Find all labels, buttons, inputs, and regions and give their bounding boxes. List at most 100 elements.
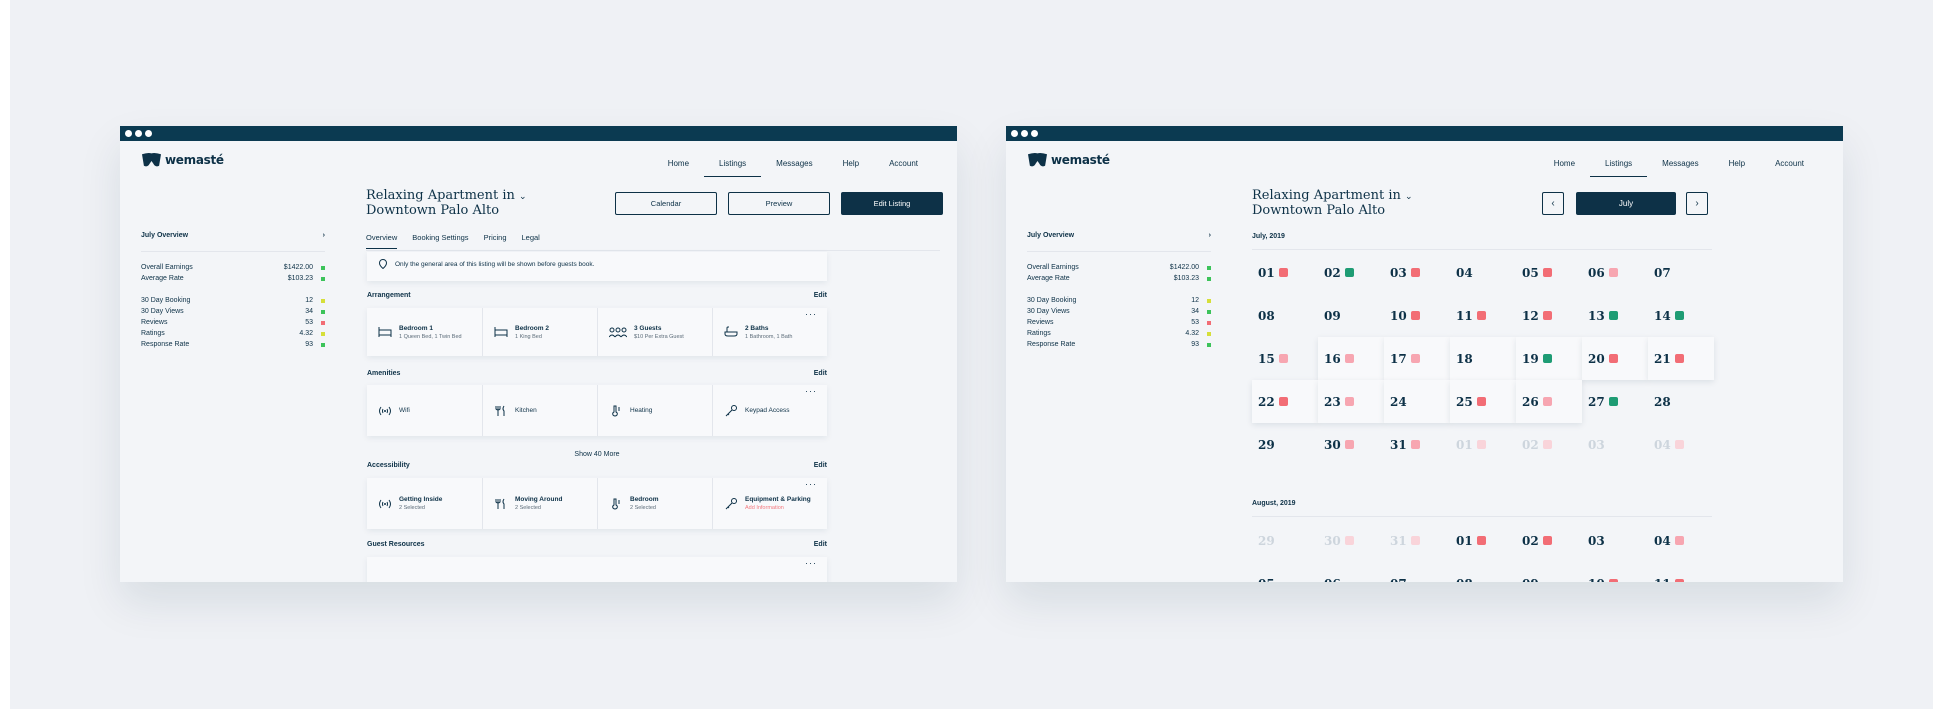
nav-home[interactable]: Home: [1553, 159, 1576, 168]
calendar-day[interactable]: 16: [1318, 337, 1384, 380]
more-options-icon[interactable]: ···: [805, 479, 817, 489]
show-more-link[interactable]: Show 40 More: [574, 451, 620, 458]
next-month-button[interactable]: ›: [1686, 192, 1708, 215]
brand-logo[interactable]: wemasté: [1028, 152, 1110, 168]
calendar-day[interactable]: 31: [1384, 519, 1450, 562]
calendar-day[interactable]: 14: [1648, 294, 1714, 337]
calendar-day[interactable]: 06: [1582, 251, 1648, 294]
calendar-day[interactable]: 29: [1252, 519, 1318, 562]
calendar-day[interactable]: 09: [1516, 562, 1582, 583]
calendar-day[interactable]: 20: [1582, 337, 1648, 380]
window-dot-icon[interactable]: [1011, 130, 1018, 137]
logo-icon: [1028, 153, 1047, 167]
calendar-day[interactable]: 11: [1648, 562, 1714, 582]
calendar-day[interactable]: 15: [1252, 337, 1318, 380]
calendar-day[interactable]: 05: [1516, 251, 1582, 294]
window-dot-icon[interactable]: [125, 130, 132, 137]
preview-button[interactable]: Preview: [728, 192, 830, 215]
calendar-day[interactable]: 22: [1252, 380, 1318, 423]
more-options-icon[interactable]: ···: [805, 386, 817, 396]
edit-link[interactable]: Edit: [813, 292, 827, 299]
calendar-day[interactable]: 03: [1582, 423, 1648, 466]
nav-account[interactable]: Account: [1775, 159, 1804, 168]
day-number: 15: [1258, 351, 1275, 366]
window-dot-icon[interactable]: [1021, 130, 1028, 137]
utensils-icon: [495, 405, 505, 416]
calendar-day[interactable]: 02: [1516, 423, 1582, 466]
calendar-day[interactable]: 03: [1582, 519, 1648, 562]
calendar-day[interactable]: 01: [1450, 519, 1516, 562]
calendar-day[interactable]: 13: [1582, 294, 1648, 337]
calendar-day[interactable]: 02: [1516, 519, 1582, 562]
calendar-day[interactable]: 19: [1516, 337, 1582, 380]
calendar-day[interactable]: 07: [1384, 562, 1450, 583]
tab-overview[interactable]: Overview: [366, 233, 398, 249]
month-selector-button[interactable]: July: [1576, 192, 1676, 215]
calendar-day[interactable]: 30: [1318, 423, 1384, 466]
calendar-day[interactable]: 12: [1516, 294, 1582, 337]
nav-home[interactable]: Home: [667, 159, 690, 168]
window-dot-icon[interactable]: [145, 130, 152, 137]
edit-link[interactable]: Edit: [813, 370, 827, 377]
window-dot-icon[interactable]: [1031, 130, 1038, 137]
calendar-day[interactable]: 02: [1318, 251, 1384, 294]
more-options-icon[interactable]: ···: [805, 558, 817, 568]
calendar-day[interactable]: 09: [1318, 294, 1384, 337]
edit-link[interactable]: Edit: [813, 541, 827, 548]
listing-title[interactable]: Relaxing Apartment in ⌄ Downtown Palo Al…: [1252, 189, 1413, 217]
calendar-day[interactable]: 11: [1450, 294, 1516, 337]
calendar-day[interactable]: 01: [1252, 251, 1318, 294]
prev-month-button[interactable]: ‹: [1542, 192, 1564, 215]
nav-account[interactable]: Account: [889, 159, 918, 168]
calendar-day[interactable]: 08: [1252, 294, 1318, 337]
day-number: 05: [1522, 265, 1539, 280]
calendar-day[interactable]: 07: [1648, 251, 1714, 294]
edit-listing-button[interactable]: Edit Listing: [841, 192, 943, 215]
nav-messages[interactable]: Messages: [776, 159, 813, 168]
calendar-day[interactable]: 04: [1648, 423, 1714, 466]
nav-help[interactable]: Help: [1728, 159, 1746, 168]
day-number: 06: [1588, 265, 1605, 280]
calendar-day[interactable]: 21: [1648, 337, 1714, 380]
calendar-day[interactable]: 18: [1450, 337, 1516, 380]
calendar-day[interactable]: 31: [1384, 423, 1450, 466]
day-number: 22: [1258, 394, 1275, 409]
calendar-day[interactable]: 10: [1582, 562, 1648, 582]
tab-booking-settings[interactable]: Booking Settings: [412, 233, 469, 242]
tab-pricing[interactable]: Pricing: [483, 233, 507, 242]
calendar-day[interactable]: 29: [1252, 423, 1318, 466]
calendar-button[interactable]: Calendar: [615, 192, 717, 215]
overview-header[interactable]: July Overview ›: [1027, 232, 1211, 252]
calendar-day[interactable]: 26: [1516, 380, 1582, 423]
calendar-day[interactable]: 30: [1318, 519, 1384, 562]
calendar-day[interactable]: 01: [1450, 423, 1516, 466]
edit-link[interactable]: Edit: [813, 462, 827, 469]
add-information-link[interactable]: Add Information: [745, 505, 784, 511]
calendar-day[interactable]: 04: [1450, 251, 1516, 294]
more-options-icon[interactable]: ···: [805, 309, 817, 319]
overview-header[interactable]: July Overview ›: [141, 232, 325, 252]
logo-icon: [142, 153, 161, 167]
window-titlebar: [1006, 126, 1843, 141]
listing-title[interactable]: Relaxing Apartment in ⌄ Downtown Palo Al…: [366, 189, 527, 217]
nav-help[interactable]: Help: [842, 159, 860, 168]
calendar-day[interactable]: 17: [1384, 337, 1450, 380]
window-dot-icon[interactable]: [135, 130, 142, 137]
calendar-day[interactable]: 06: [1318, 562, 1384, 583]
calendar-day[interactable]: 08: [1450, 562, 1516, 583]
nav-listings[interactable]: Listings: [704, 159, 762, 177]
calendar-day[interactable]: 23: [1318, 380, 1384, 423]
day-number: 08: [1258, 308, 1275, 323]
brand-logo[interactable]: wemasté: [142, 152, 224, 168]
tab-legal[interactable]: Legal: [521, 233, 540, 242]
calendar-day[interactable]: 04: [1648, 519, 1714, 562]
calendar-day[interactable]: 25: [1450, 380, 1516, 423]
calendar-day[interactable]: 28: [1648, 380, 1714, 423]
calendar-day[interactable]: 10: [1384, 294, 1450, 337]
nav-listings[interactable]: Listings: [1590, 159, 1648, 177]
calendar-day[interactable]: 24: [1384, 380, 1450, 423]
calendar-day[interactable]: 27: [1582, 380, 1648, 423]
calendar-day[interactable]: 03: [1384, 251, 1450, 294]
calendar-day[interactable]: 05: [1252, 562, 1318, 583]
nav-messages[interactable]: Messages: [1662, 159, 1699, 168]
